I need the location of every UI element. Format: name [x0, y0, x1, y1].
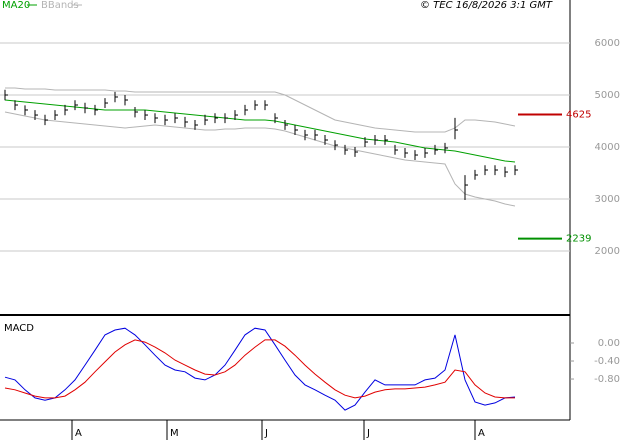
level-label: 4625	[566, 110, 591, 121]
signal-line	[4, 339, 515, 399]
y-tick-label: 2000	[595, 246, 620, 257]
x-tick-label: J	[264, 428, 268, 439]
y-tick-label: 6000	[595, 38, 620, 49]
level-label: 2239	[566, 234, 591, 245]
legend-ma: MA20	[2, 0, 30, 11]
y-tick-label: 4000	[595, 142, 620, 153]
x-tick-label: A	[75, 428, 82, 439]
legend-bbands: BBands	[41, 0, 79, 11]
x-tick-label: M	[170, 428, 179, 439]
macd-y-tick-label: -0.80	[594, 374, 620, 385]
macd-line	[4, 327, 516, 411]
x-tick-label: A	[478, 428, 485, 439]
x-tick-label: J	[366, 428, 370, 439]
ma-line	[4, 99, 516, 163]
y-tick-label: 3000	[595, 194, 620, 205]
copyright-note: © TEC 16/8/2026 3:1 GMT	[420, 0, 553, 11]
macd-y-tick-label: 0.00	[598, 338, 620, 349]
bband-upper	[5, 87, 516, 133]
bband-lower	[4, 111, 516, 207]
macd-title: MACD	[4, 323, 34, 334]
macd-y-tick-label: -0.40	[594, 356, 620, 367]
y-tick-label: 5000	[595, 90, 620, 101]
